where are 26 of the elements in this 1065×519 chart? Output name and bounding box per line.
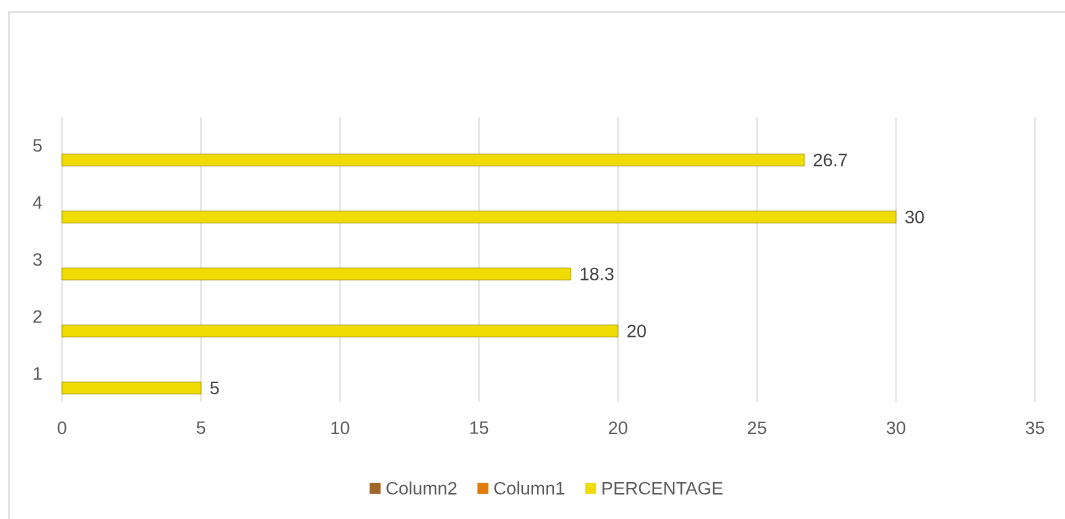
legend-label: PERCENTAGE xyxy=(602,481,723,495)
data-label: 26.7 xyxy=(813,153,847,167)
bar xyxy=(61,210,897,224)
x-tick-label: 5 xyxy=(196,421,206,435)
x-tick-label: 0 xyxy=(57,421,67,435)
x-tick-label: 25 xyxy=(747,421,767,435)
data-label: 30 xyxy=(905,210,924,224)
legend-label: Column1 xyxy=(494,481,565,495)
x-tick-label: 15 xyxy=(470,421,489,435)
y-tick-label: 4 xyxy=(32,196,42,209)
y-tick-label: 3 xyxy=(33,253,42,266)
bar xyxy=(61,153,805,167)
y-tick-label: 5 xyxy=(33,139,42,152)
y-tick-label: 1 xyxy=(33,367,42,380)
bar xyxy=(61,267,572,281)
bar xyxy=(61,381,202,395)
bar xyxy=(61,324,619,338)
x-tick-label: 30 xyxy=(886,421,906,435)
x-tick-label: 10 xyxy=(331,421,350,435)
y-tick-label: 2 xyxy=(33,310,42,323)
data-label: 20 xyxy=(627,324,646,338)
x-tick-label: 35 xyxy=(1025,421,1045,435)
legend-label: Column2 xyxy=(386,481,457,495)
data-label: 5 xyxy=(210,381,219,395)
data-label: 18.3 xyxy=(580,267,614,281)
x-tick-label: 20 xyxy=(608,421,628,435)
